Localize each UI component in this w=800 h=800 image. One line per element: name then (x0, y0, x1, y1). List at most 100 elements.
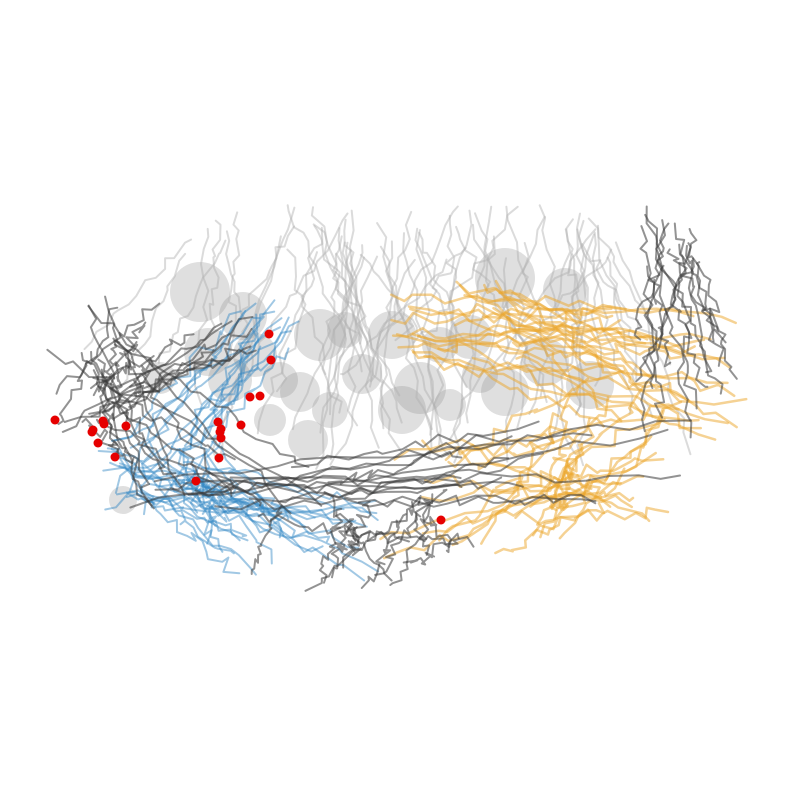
light-trace (412, 205, 519, 344)
light-trace (465, 235, 496, 424)
dark-trace (115, 341, 139, 390)
light-trace (227, 225, 296, 342)
light-trace (83, 238, 192, 351)
synapse-marker (121, 421, 131, 431)
light-trace (574, 212, 585, 416)
light-trace-layer (83, 204, 692, 470)
synapse-marker (50, 415, 60, 425)
light-trace (256, 251, 318, 435)
soma-disc (170, 262, 230, 322)
dark-trace (318, 507, 344, 584)
light-trace (276, 226, 324, 393)
synapse-marker (110, 452, 120, 462)
blue-trace (140, 309, 247, 463)
blue-trace (116, 489, 379, 521)
light-trace (248, 212, 349, 362)
light-trace (379, 240, 395, 430)
blue-trace (106, 447, 241, 542)
dark-trace (342, 500, 372, 569)
synapse-marker (191, 476, 201, 486)
light-trace (418, 231, 466, 341)
dark-trace (290, 420, 540, 469)
blue-trace (191, 464, 286, 521)
dark-trace (87, 305, 292, 515)
dark-trace (408, 501, 431, 556)
orange-trace-layer (379, 279, 748, 560)
soma-layer (109, 248, 614, 514)
dark-trace (104, 295, 186, 497)
light-trace (376, 205, 459, 350)
orange-trace (512, 330, 736, 398)
dark-trace (101, 328, 253, 414)
light-trace (286, 248, 343, 414)
synapse-marker (236, 420, 246, 430)
light-trace (319, 255, 379, 434)
synapse-marker (214, 453, 224, 463)
orange-trace (411, 349, 605, 428)
blue-trace (196, 489, 331, 543)
light-trace (327, 244, 364, 416)
light-trace (157, 239, 227, 364)
light-trace (225, 230, 254, 372)
dark-trace (170, 476, 503, 495)
blue-trace (183, 345, 262, 447)
light-trace (448, 215, 546, 441)
orange-trace (505, 315, 738, 429)
soma-disc (208, 358, 252, 402)
soma-disc (254, 404, 286, 436)
light-trace (329, 209, 355, 461)
light-trace (606, 256, 638, 380)
dark-trace (660, 264, 709, 388)
dark-trace (250, 504, 283, 575)
orange-trace (391, 319, 622, 340)
soma-disc (280, 372, 320, 412)
light-trace (313, 225, 363, 345)
soma-disc (312, 392, 348, 428)
dark-trace (646, 265, 672, 368)
orange-trace (536, 396, 610, 526)
light-trace (345, 241, 359, 427)
blue-trace (111, 310, 276, 442)
orange-trace (389, 293, 613, 315)
blue-trace (148, 483, 380, 573)
orange-trace (477, 434, 581, 471)
synapse-marker (93, 438, 103, 448)
dark-trace (129, 428, 669, 509)
light-trace (312, 223, 401, 397)
blue-trace (109, 461, 257, 576)
light-trace (291, 256, 365, 431)
dark-trace (92, 321, 147, 397)
dark-trace (343, 518, 362, 557)
dark-trace (87, 304, 151, 489)
soma-disc (288, 420, 328, 460)
blue-trace (147, 497, 241, 575)
blue-trace (177, 330, 292, 464)
synapse-marker (99, 419, 109, 429)
light-trace (335, 252, 403, 424)
blue-trace (178, 448, 224, 553)
dark-trace (304, 501, 421, 592)
light-trace (310, 206, 363, 373)
soma-disc (327, 312, 363, 348)
soma-disc (342, 354, 382, 394)
dark-trace (113, 349, 215, 420)
light-trace (208, 219, 222, 335)
dark-trace (327, 450, 463, 485)
dark-trace (695, 261, 738, 380)
blue-trace (179, 478, 228, 523)
dark-trace (358, 493, 597, 508)
synapse-marker (436, 515, 446, 525)
light-trace (211, 206, 296, 460)
blue-trace (110, 448, 306, 528)
orange-trace (531, 435, 653, 537)
soma-disc (219, 292, 267, 340)
dark-trace (360, 513, 407, 589)
dark-trace (359, 529, 475, 548)
synapse-marker (264, 329, 274, 339)
blue-trace (185, 482, 265, 514)
dark-trace (640, 219, 666, 433)
soma-disc (294, 309, 346, 361)
soma-disc (233, 333, 277, 377)
orange-trace (423, 354, 748, 406)
